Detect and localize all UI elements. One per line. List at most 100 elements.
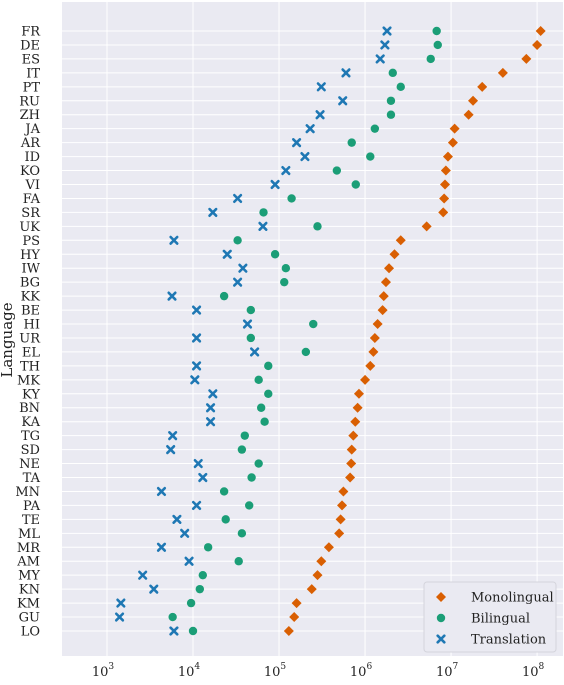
data-point-translation [238,263,248,273]
y-tick-label: BG [20,276,40,291]
data-point-monolingual [352,402,363,413]
data-point-translation [222,249,232,259]
data-point-monolingual [346,458,357,469]
data-point-translation [316,82,326,92]
data-point-bilingual [386,110,396,119]
data-point-monolingual [289,612,300,623]
y-tick-label: ID [24,150,40,165]
y-tick-label: MY [18,569,40,584]
data-point-monolingual [468,95,479,106]
y-tick-label: AM [16,555,40,570]
data-point-monolingual [384,263,395,274]
data-point-monolingual [477,81,488,92]
data-point-translation [149,584,159,594]
data-point-monolingual [306,584,317,595]
data-point-monolingual [360,374,371,385]
data-point-bilingual [188,626,198,636]
data-point-translation [233,277,243,287]
data-point-monolingual [369,332,380,343]
data-point-monolingual [372,319,383,330]
y-tick-label: RU [19,94,40,109]
data-point-bilingual [240,431,249,440]
x-tick-label: 104 [178,662,201,680]
y-tick-label: AR [20,136,41,151]
plot-area [62,2,563,656]
data-point-monolingual [337,500,348,511]
data-point-translation [190,375,200,385]
x-tick-label: 105 [264,662,287,680]
data-point-translation [191,305,202,315]
data-point-translation [114,612,125,622]
x-tick-label: 108 [522,662,545,680]
y-tick-label: KY [22,387,40,402]
data-point-translation [198,472,208,483]
data-point-bilingual [254,375,263,385]
data-point-monolingual [368,346,379,357]
data-point-monolingual [335,514,346,525]
data-point-bilingual [270,250,280,259]
data-point-translation [281,165,291,176]
data-point-bilingual [396,82,405,92]
data-point-translation [338,96,348,106]
legend-frame [423,581,557,653]
data-point-translation [156,486,167,497]
data-point-bilingual [301,347,311,357]
data-point-bilingual [426,54,435,64]
y-tick-label: KM [17,597,40,612]
data-point-bilingual [433,40,442,50]
data-point-translation [258,221,268,231]
y-tick-label: TA [23,471,41,486]
data-point-monolingual [449,123,460,134]
legend-label-bilingual: Bilingual [471,612,530,627]
data-point-monolingual [389,249,400,260]
data-point-bilingual [370,124,380,133]
y-tick-label: GU [19,611,40,626]
data-point-bilingual [388,68,397,78]
data-point-monolingual [532,39,543,50]
data-point-bilingual [234,557,243,566]
data-point-bilingual [280,277,289,287]
data-point-bilingual [386,96,396,105]
data-point-bilingual [186,598,196,608]
legend-label-translation: Translation [471,633,547,648]
data-point-bilingual [347,138,356,147]
data-point-translation [305,124,315,134]
y-tick-label: BN [19,401,40,416]
data-point-monolingual [353,388,364,399]
data-point-bilingual [281,264,291,273]
data-point-bilingual [264,361,273,371]
y-tick-label: MR [17,541,41,556]
x-tick-label: 107 [436,662,459,680]
y-tick-label: TG [21,429,40,444]
data-point-bilingual [244,501,254,510]
y-tick-label: DE [20,38,40,53]
data-point-monolingual [312,570,323,581]
y-tick-label: IT [26,66,40,81]
data-point-monolingual [346,444,357,455]
data-point-monolingual [497,67,508,78]
data-point-translation [138,570,148,580]
legend: Monolingual Bilingual Translation [423,581,557,653]
y-tick-label: UR [19,331,41,346]
y-tick-label: LO [21,625,40,640]
y-tick-label: HY [20,248,40,263]
x-tick-labels: 103 104 105 106 107 108 [92,662,545,680]
data-point-monolingual [338,486,349,497]
data-point-monolingual [291,598,302,609]
data-point-monolingual [350,416,361,427]
data-point-monolingual [316,556,327,567]
data-point-translation [169,235,179,245]
y-tick-label: KK [21,290,41,305]
data-point-translation [166,445,176,455]
data-point-bilingual [198,570,208,580]
data-point-bilingual [264,389,273,398]
data-point-bilingual [256,403,266,412]
data-point-bilingual [246,333,256,343]
data-point-bilingual [260,417,269,426]
data-point-bilingual [203,543,213,552]
data-point-translation [167,291,177,301]
y-tick-label: KO [20,164,40,179]
data-point-monolingual [439,193,450,204]
data-point-translation [315,110,325,120]
